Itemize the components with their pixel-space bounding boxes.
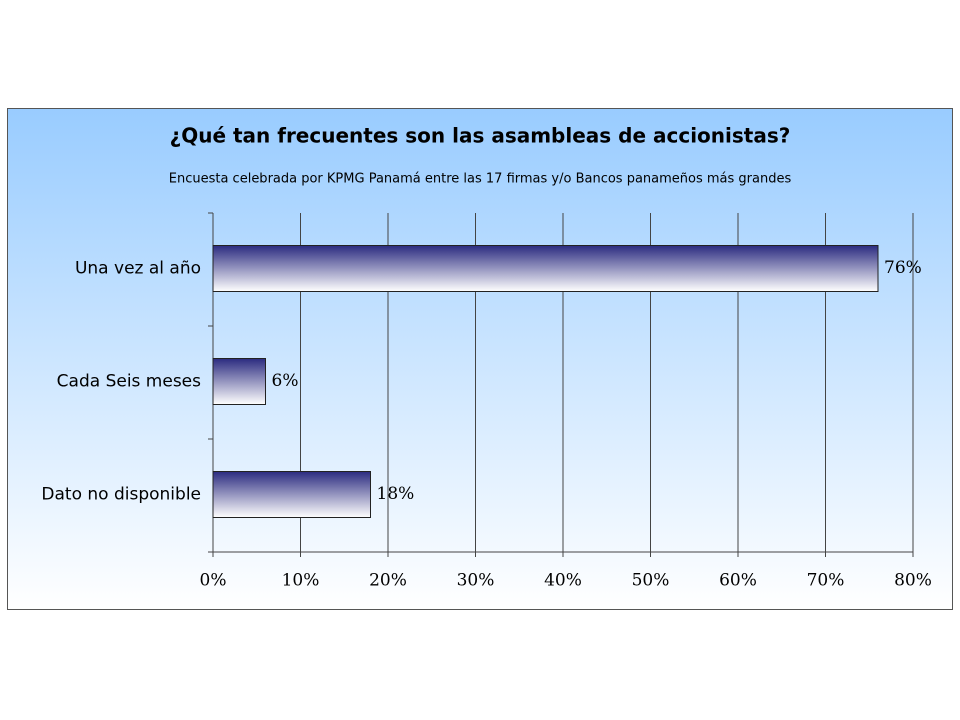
data-label: 18% [377, 484, 415, 504]
bar [212, 245, 879, 292]
x-tick-label: 60% [719, 571, 757, 591]
x-tick-label: 10% [282, 571, 320, 591]
y-tick-label: Cada Seis meses [57, 372, 201, 392]
bar [212, 471, 371, 518]
chart-subtitle: Encuesta celebrada por KPMG Panamá entre… [169, 172, 792, 187]
x-tick-label: 40% [544, 571, 582, 591]
chart-title: ¿Qué tan frecuentes son las asambleas de… [170, 124, 791, 148]
x-tick-label: 50% [632, 571, 670, 591]
x-tick-label: 70% [807, 571, 845, 591]
y-tick-label: Una vez al año [75, 259, 201, 279]
data-label: 6% [272, 371, 299, 391]
y-tick-label: Dato no disponible [41, 485, 201, 505]
x-tick-label: 20% [369, 571, 407, 591]
data-label: 76% [884, 258, 922, 278]
chart-panel [7, 108, 953, 610]
bar [212, 358, 266, 405]
x-tick-label: 80% [894, 571, 932, 591]
x-tick-label: 0% [200, 571, 227, 591]
x-tick-label: 30% [457, 571, 495, 591]
